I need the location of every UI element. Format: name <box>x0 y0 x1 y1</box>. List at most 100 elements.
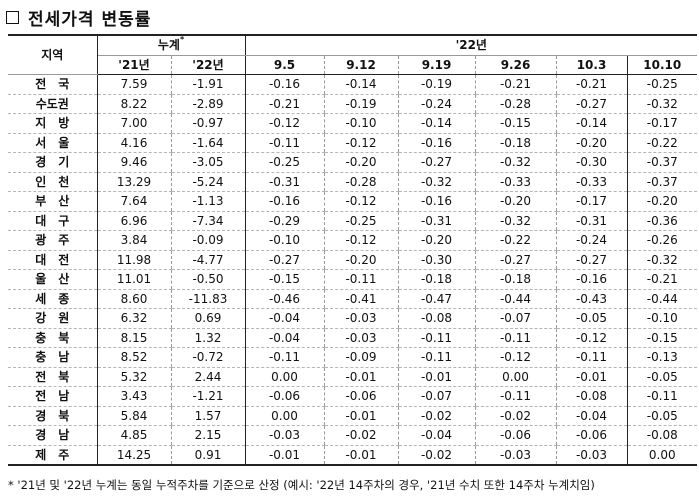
title-text: 전세가격 변동률 <box>28 9 152 30</box>
cumulative-21-cell: 6.32 <box>96 308 171 329</box>
cumulative-21-cell: 8.22 <box>96 94 171 114</box>
weekly-change-cell: -0.20 <box>626 191 698 212</box>
cumulative-header: 누계* <box>96 34 246 56</box>
weekly-change-cell: -0.10 <box>323 113 398 134</box>
weekly-change-cell: -0.08 <box>626 425 698 446</box>
weekly-change-cell: -0.31 <box>397 211 475 231</box>
cumulative-22-cell: -1.13 <box>170 191 246 212</box>
weekly-change-cell: 0.00 <box>626 445 698 466</box>
weekly-change-cell: -0.20 <box>397 230 475 251</box>
weekly-change-cell: -0.02 <box>397 406 475 426</box>
table-row: 전 국 7.59 -1.91 -0.16 -0.14 -0.19 -0.21 -0.21 -0.… <box>8 74 698 95</box>
section-title: 전세가격 변동률 <box>6 4 151 30</box>
region-cell: 충 북 <box>8 328 98 348</box>
region-cell: 울 산 <box>8 269 98 290</box>
weekly-change-cell: -0.32 <box>474 152 556 173</box>
weekly-change-cell: -0.02 <box>397 445 475 466</box>
weekly-change-cell: -0.19 <box>323 94 398 114</box>
week-header: 10.3 <box>555 55 628 75</box>
week-header: 10.10 <box>626 55 698 75</box>
weekly-change-cell: -0.24 <box>555 230 628 251</box>
weekly-change-cell: -0.11 <box>474 328 556 348</box>
cumulative-22-cell: -5.24 <box>170 172 246 192</box>
weekly-change-cell: -0.22 <box>474 230 556 251</box>
table-row: 충 남 8.52 -0.72 -0.11 -0.09 -0.11 -0.12 -0.11 -0.… <box>8 347 698 368</box>
week-header: 9.26 <box>474 55 556 75</box>
weekly-change-cell: -0.31 <box>244 172 324 192</box>
weekly-change-cell: -0.31 <box>555 211 628 231</box>
cumulative-22-cell: -3.05 <box>170 152 246 173</box>
region-cell: 전 북 <box>8 367 98 387</box>
weekly-change-cell: -0.11 <box>397 328 475 348</box>
region-cell: 경 남 <box>8 425 98 446</box>
table-row: 수도권 8.22 -2.89 -0.21 -0.19 -0.24 -0.28 -0.27 -0.… <box>8 94 698 114</box>
cumulative-22-cell: 1.57 <box>170 406 246 426</box>
weekly-change-cell: -0.09 <box>323 347 398 368</box>
weekly-change-cell: -0.27 <box>244 250 324 270</box>
weekly-change-cell: -0.01 <box>323 367 398 387</box>
table-row: 대 구 6.96 -7.34 -0.29 -0.25 -0.31 -0.32 -0.31 -0.… <box>8 211 698 231</box>
cumulative-22-cell: -11.83 <box>170 289 246 309</box>
weekly-change-cell: -0.10 <box>244 230 324 251</box>
table-row: 지 방 7.00 -0.97 -0.12 -0.10 -0.14 -0.15 -0.14 -0.… <box>8 113 698 134</box>
cumulative-21-cell: 8.15 <box>96 328 171 348</box>
weekly-change-cell: -0.20 <box>323 250 398 270</box>
col-22-header: '22년 <box>170 55 246 75</box>
weekly-change-cell: -0.17 <box>626 113 698 134</box>
weekly-change-cell: -0.11 <box>555 347 628 368</box>
weekly-change-cell: -0.11 <box>474 386 556 407</box>
weekly-change-cell: -0.18 <box>474 133 556 153</box>
cumulative-21-cell: 4.85 <box>96 425 171 446</box>
weekly-change-cell: -0.16 <box>555 269 628 290</box>
region-cell: 전 남 <box>8 386 98 407</box>
cumulative-22-cell: -4.77 <box>170 250 246 270</box>
weekly-change-cell: -0.12 <box>244 113 324 134</box>
region-cell: 경 기 <box>8 152 98 173</box>
region-cell: 강 원 <box>8 308 98 329</box>
weekly-change-cell: 0.00 <box>244 367 324 387</box>
weekly-change-cell: -0.25 <box>244 152 324 173</box>
table-row: 울 산 11.01 -0.50 -0.15 -0.11 -0.18 -0.18 -0.16 -0… <box>8 269 698 290</box>
weekly-change-cell: -0.19 <box>397 74 475 95</box>
region-cell: 제 주 <box>8 445 98 466</box>
cumulative-22-cell: -0.97 <box>170 113 246 134</box>
weekly-change-cell: -0.44 <box>626 289 698 309</box>
weekly-change-cell: -0.04 <box>244 308 324 329</box>
week-header: 9.12 <box>323 55 398 75</box>
weekly-change-cell: -0.01 <box>323 445 398 466</box>
weekly-change-cell: -0.08 <box>397 308 475 329</box>
weekly-change-cell: -0.06 <box>474 425 556 446</box>
weekly-change-cell: -0.06 <box>323 386 398 407</box>
week-header: 9.19 <box>397 55 475 75</box>
cumulative-21-cell: 11.98 <box>96 250 171 270</box>
weekly-change-cell: -0.13 <box>626 347 698 368</box>
weekly-change-cell: -0.15 <box>626 328 698 348</box>
weekly-change-cell: -0.15 <box>474 113 556 134</box>
weekly-change-cell: -0.16 <box>244 191 324 212</box>
weekly-change-cell: -0.29 <box>244 211 324 231</box>
table-row: 강 원 6.32 0.69 -0.04 -0.03 -0.08 -0.07 -0.05 -0.1… <box>8 308 698 329</box>
weekly-change-cell: -0.30 <box>397 250 475 270</box>
cumulative-22-cell: -0.50 <box>170 269 246 290</box>
weekly-change-cell: -0.02 <box>323 425 398 446</box>
region-cell: 부 산 <box>8 191 98 212</box>
weekly-change-cell: -0.03 <box>323 328 398 348</box>
weekly-change-cell: -0.37 <box>626 172 698 192</box>
weekly-change-cell: -0.10 <box>626 308 698 329</box>
weekly-change-cell: -0.22 <box>626 133 698 153</box>
weekly-change-cell: -0.03 <box>474 445 556 466</box>
region-cell: 대 전 <box>8 250 98 270</box>
cumulative-21-cell: 5.32 <box>96 367 171 387</box>
cumulative-header-label: 누계 <box>157 38 180 53</box>
weekly-change-cell: -0.33 <box>474 172 556 192</box>
weekly-change-cell: -0.30 <box>555 152 628 173</box>
weekly-change-cell: -0.37 <box>626 152 698 173</box>
cumulative-22-cell: -1.91 <box>170 74 246 95</box>
weekly-change-cell: -0.12 <box>474 347 556 368</box>
cumulative-22-cell: -0.72 <box>170 347 246 368</box>
table-row: 경 북 5.84 1.57 0.00 -0.01 -0.02 -0.02 -0.04 -0.05 <box>8 406 698 426</box>
weekly-change-cell: -0.06 <box>244 386 324 407</box>
weekly-change-cell: -0.21 <box>244 94 324 114</box>
region-cell: 전 국 <box>8 74 98 95</box>
weekly-change-cell: -0.27 <box>555 94 628 114</box>
